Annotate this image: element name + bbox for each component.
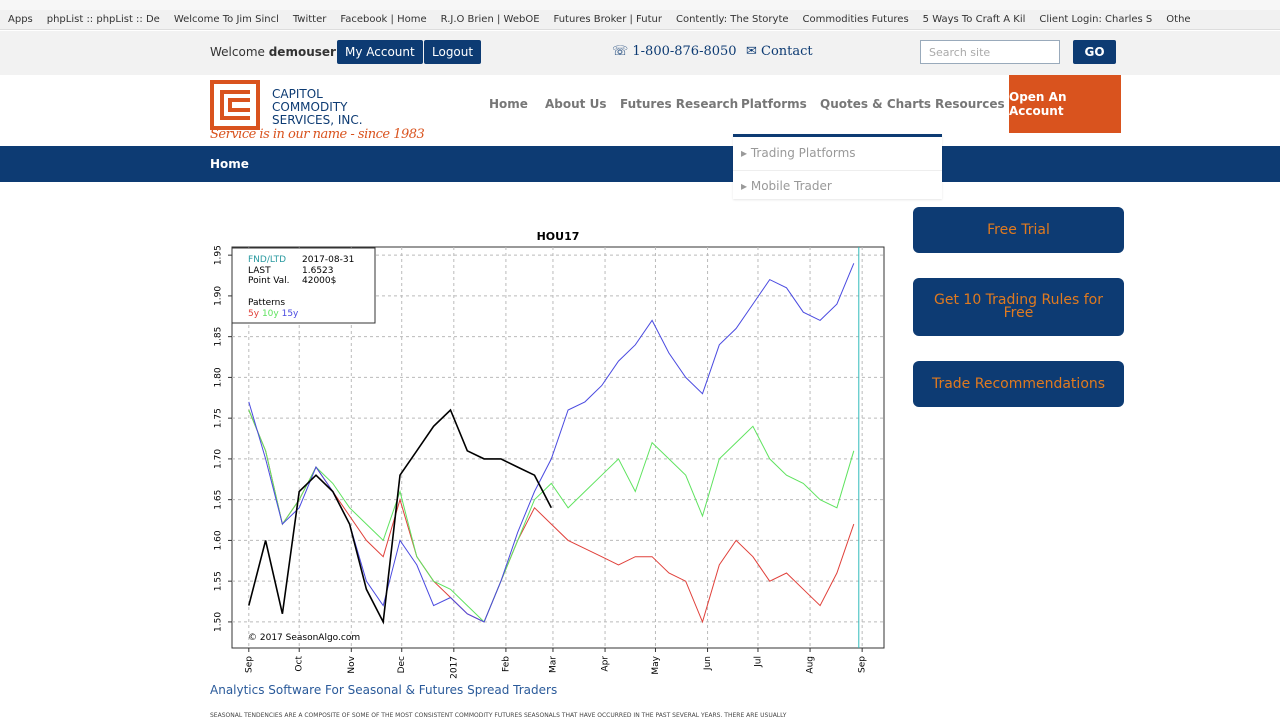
user-name: demouser (268, 45, 336, 59)
chart-title: HOU17 (537, 230, 580, 243)
x-tick-label: 2017 (449, 656, 459, 679)
legend-entry: 15y (282, 309, 299, 319)
x-tick-label: Apr (601, 656, 611, 672)
dropdown-text: Trading Platforms (750, 146, 856, 160)
y-tick-label: 1.65 (214, 490, 224, 510)
x-tick-label: Sep (858, 656, 868, 673)
dropdown: ▸ Trading Platforms ▸ Mobile Trader (733, 134, 942, 199)
breadcrumb[interactable]: Home (210, 157, 249, 171)
search-input[interactable]: Search site (920, 40, 1060, 64)
nav-item[interactable]: Futures Research (620, 97, 739, 111)
tagline: Service is in our name - since 1983 (210, 127, 425, 142)
x-tick-label: Dec (397, 656, 407, 673)
bookmark[interactable]: Facebook | Home (340, 14, 427, 25)
copyright: © 2017 SeasonAlgo.com (248, 633, 360, 643)
info-text: 1.6523 (302, 266, 334, 276)
info-text: LAST (248, 266, 271, 276)
x-tick-label: Sep (244, 656, 254, 673)
dropdown-text: Mobile Trader (750, 179, 832, 193)
y-tick-label: 1.70 (214, 449, 224, 469)
contact-text: Contact (761, 44, 813, 59)
legend-entry: 5y (248, 309, 260, 319)
info-text: 42000$ (302, 276, 336, 286)
sidebar-button[interactable]: Trade Recommendations (913, 361, 1124, 407)
top-bar (0, 31, 1280, 75)
welcome-text: Welcome (210, 45, 265, 59)
bookmark[interactable]: Apps (8, 14, 33, 25)
info-text: FND/LTD (248, 255, 286, 265)
series-line (248, 409, 855, 624)
x-tick-label: Feb (501, 656, 511, 672)
x-tick-label: Nov (347, 655, 357, 673)
info-text: Patterns (248, 298, 285, 308)
bookmark[interactable]: R.J.O Brien | WebOE (440, 14, 540, 25)
bookmark[interactable]: Futures Broker | Futur (553, 14, 662, 25)
bookmarks-bar: Apps phpList :: phpList :: De Welcome To J… (0, 10, 1280, 30)
legend-entry: 10y (262, 309, 279, 319)
contact-link[interactable]: ✉ Contact (746, 44, 813, 59)
y-tick-label: 1.75 (214, 408, 224, 428)
nav-item[interactable]: Quotes & Charts (820, 97, 932, 111)
nav-item[interactable]: Platforms (741, 97, 807, 111)
x-tick-label: Aug (806, 656, 816, 674)
dropdown-item[interactable]: ▸ Trading Platforms (733, 137, 942, 171)
sidebar-button[interactable]: Get 10 Trading Rules for Free (913, 278, 1124, 336)
phone-number: 1-800-876-8050 (632, 44, 737, 59)
welcome: Welcome demouser (210, 45, 336, 59)
nav-item[interactable]: Home (489, 97, 528, 111)
legend: 5y 10y 15y (248, 309, 299, 319)
logo-text: CAPITOL COMMODITY SERVICES, INC. (272, 88, 363, 127)
info-text: 2017-08-31 (302, 255, 354, 265)
x-tick-label: May (651, 655, 661, 674)
bookmark[interactable]: Client Login: Charles S (1039, 14, 1153, 25)
dropdown-item[interactable]: ▸ Mobile Trader (741, 179, 832, 193)
y-tick-label: 1.80 (214, 367, 224, 387)
x-tick-label: Oct (295, 656, 305, 672)
bookmark[interactable]: phpList :: phpList :: De (46, 14, 160, 25)
bookmark[interactable]: Othe (1166, 14, 1191, 25)
logo-line: CAPITOL (272, 87, 323, 101)
bookmark[interactable]: Commodities Futures (802, 14, 909, 25)
bookmark[interactable]: Contently: The Storyte (675, 14, 789, 25)
y-tick-label: 1.60 (214, 530, 224, 550)
bookmark[interactable]: Welcome To Jim Sincl (173, 14, 279, 25)
caption[interactable]: Analytics Software For Seasonal & Future… (210, 683, 558, 697)
y-tick-label: 1.90 (214, 286, 224, 306)
info-box (231, 247, 376, 324)
my-account-button[interactable]: My Account (337, 40, 423, 64)
nav-item[interactable]: Resources (935, 97, 1005, 111)
logo-line: COMMODITY (272, 100, 348, 114)
chart: HOU17 1.50 1.55 1.60 1.65 1.70 1.75 1.80 1.85 1.9… (214, 230, 885, 679)
open-account-button[interactable]: Open An Account (1009, 75, 1121, 133)
phone[interactable]: ☏ 1-800-876-8050 (612, 44, 737, 59)
x-tick-label: Mar (548, 656, 558, 673)
bookmark[interactable]: Twitter (292, 14, 327, 25)
sidebar-button[interactable]: Free Trial (913, 207, 1124, 253)
nav-item[interactable]: About Us (545, 97, 607, 111)
x-tick-label: Jun (703, 656, 713, 671)
logo-line: SERVICES, INC. (272, 113, 363, 127)
x-tick-label: Jul (753, 656, 763, 668)
url-bar (0, 0, 1280, 10)
series-line (248, 409, 855, 623)
y-tick-label: 1.55 (214, 571, 224, 591)
logo-mark (210, 80, 260, 130)
logout-button[interactable]: Logout (424, 40, 482, 64)
y-tick-label: 1.50 (214, 612, 224, 632)
breadcrumb-bar (0, 146, 1280, 182)
y-tick-label: 1.95 (214, 245, 224, 265)
info-text: Point Val. (248, 276, 290, 286)
footer-text: SEASONAL TENDENCIES ARE A COMPOSITE OF S… (210, 712, 787, 719)
go-button[interactable]: GO (1073, 40, 1116, 64)
bookmark[interactable]: 5 Ways To Craft A Kil (922, 14, 1026, 25)
y-tick-label: 1.85 (214, 327, 224, 347)
series-line (248, 408, 553, 625)
